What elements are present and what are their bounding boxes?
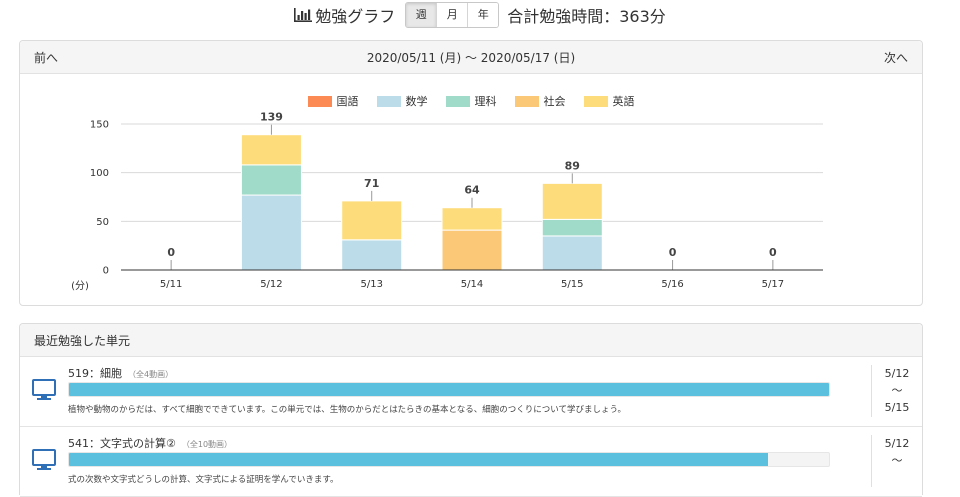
weekly-chart-panel: 前へ 2020/05/11 (月) 〜 2020/05/17 (日) 次へ 国語…	[19, 40, 923, 306]
unit-progress-fill	[69, 453, 769, 466]
legend-label: 社会	[543, 95, 566, 108]
legend-label: 国語	[336, 95, 359, 108]
monitor-icon	[32, 379, 56, 400]
study-bar-chart: 0 50 100 150 (分) 0 5/11 139 5/12 71 5/13 64 5/14 89 5/…	[71, 111, 823, 292]
unit-description: 植物や動物のからだは、すべて細胞でできています。この単元では、生物のからだとはた…	[68, 405, 627, 415]
legend-item[interactable]: 国語	[307, 93, 359, 109]
legend-item[interactable]: 社会	[514, 93, 566, 109]
weekly-nav: 前へ 2020/05/11 (月) 〜 2020/05/17 (日) 次へ	[20, 41, 922, 74]
y-tick-label: 150	[90, 120, 109, 131]
unit-progress-bar	[68, 382, 830, 397]
data-label: 89	[565, 159, 580, 172]
x-tick-label: 5/13	[360, 279, 382, 290]
unit-row[interactable]: 519：細胞 （全4動画） 植物や動物のからだは、すべて細胞でできています。この単…	[20, 357, 922, 427]
prev-week-button[interactable]: 前へ	[34, 50, 59, 65]
tab-year[interactable]: 年	[467, 3, 499, 27]
legend-swatch	[376, 95, 401, 107]
bar-segment	[341, 200, 403, 241]
x-tick-label: 5/15	[561, 279, 583, 290]
legend-swatch	[445, 95, 470, 107]
total-study-time: 合計勉強時間：363分	[507, 7, 666, 26]
unit-date-to: 5/15	[884, 401, 910, 414]
date-range: 2020/05/11 (月) 〜 2020/05/17 (日)	[366, 50, 576, 65]
unit-title[interactable]: 541：文字式の計算② （全10動画）	[68, 435, 232, 451]
unit-date-sep: 〜	[891, 454, 903, 467]
recent-units-panel: 最近勉強した単元 519：細胞 （全4動画） 植物や動物のからだは、すべて細胞でで…	[19, 323, 923, 497]
x-tick-label: 5/16	[661, 279, 683, 290]
unit-video-count: （全10動画）	[181, 440, 233, 449]
y-tick-label: 100	[90, 168, 109, 179]
legend-swatch	[583, 95, 608, 107]
data-label: 0	[167, 246, 175, 259]
page-title: 勉強グラフ	[315, 7, 396, 26]
legend-swatch	[514, 95, 539, 107]
bar-segment	[541, 235, 603, 271]
legend-item[interactable]: 数学	[376, 93, 428, 109]
unit-description: 式の次数や文字式どうしの計算、文字式による証明を学んでいきます。	[68, 475, 339, 485]
x-tick-label: 5/12	[260, 279, 282, 290]
legend-swatch	[307, 95, 332, 107]
x-tick-label: 5/17	[762, 279, 784, 290]
x-tick-label: 5/14	[461, 279, 483, 290]
legend-label: 英語	[612, 95, 635, 108]
chart-legend: 国語 数学 理科 社会 英語	[20, 93, 922, 109]
unit-date-from: 5/12	[884, 437, 910, 450]
unit-title-text: 519：細胞	[68, 367, 122, 380]
unit-date-range: 5/12 〜 5/15	[871, 365, 922, 417]
legend-label: 数学	[405, 95, 428, 108]
data-label: 71	[364, 177, 379, 190]
next-week-button[interactable]: 次へ	[883, 50, 908, 65]
y-tick-label: 50	[96, 217, 109, 228]
tab-month[interactable]: 月	[436, 3, 468, 27]
bar-segment	[341, 239, 403, 271]
x-tick-label: 5/11	[160, 279, 182, 290]
unit-title[interactable]: 519：細胞 （全4動画）	[68, 365, 173, 381]
bar-segment	[541, 182, 603, 220]
data-label: 64	[464, 184, 480, 197]
unit-title-text: 541：文字式の計算②	[68, 437, 176, 450]
tab-week[interactable]: 週	[406, 3, 437, 27]
bar-segment	[240, 194, 302, 271]
unit-date-range: 5/12 〜	[871, 435, 922, 487]
unit-progress-bar	[68, 452, 830, 467]
legend-item[interactable]: 理科	[445, 93, 497, 109]
bar-segment	[441, 229, 503, 271]
unit-date-from: 5/12	[884, 367, 910, 380]
unit-date-sep: 〜	[891, 384, 903, 397]
unit-video-count: （全4動画）	[128, 370, 174, 379]
legend-item[interactable]: 英語	[583, 93, 635, 109]
y-tick-label: 0	[103, 266, 109, 277]
bar-segment	[240, 134, 302, 166]
bar-chart-icon	[294, 8, 313, 22]
bar-segment	[441, 207, 503, 231]
bar-segment	[541, 218, 603, 237]
data-label: 0	[769, 246, 777, 259]
data-label: 0	[669, 246, 677, 259]
data-label: 139	[260, 111, 283, 124]
unit-row[interactable]: 541：文字式の計算② （全10動画） 式の次数や文字式どうしの計算、文字式による…	[20, 427, 922, 497]
recent-units-header: 最近勉強した単元	[20, 324, 922, 357]
period-toggle: 週 月 年	[405, 2, 500, 28]
monitor-icon	[32, 449, 56, 470]
page-header: 勉強グラフ 週 月 年 合計勉強時間：363分	[0, 0, 960, 30]
unit-progress-fill	[69, 383, 829, 396]
bar-segment	[240, 164, 302, 196]
y-axis-label: (分)	[71, 280, 89, 292]
legend-label: 理科	[474, 95, 497, 108]
recent-units-title: 最近勉強した単元	[34, 333, 131, 348]
